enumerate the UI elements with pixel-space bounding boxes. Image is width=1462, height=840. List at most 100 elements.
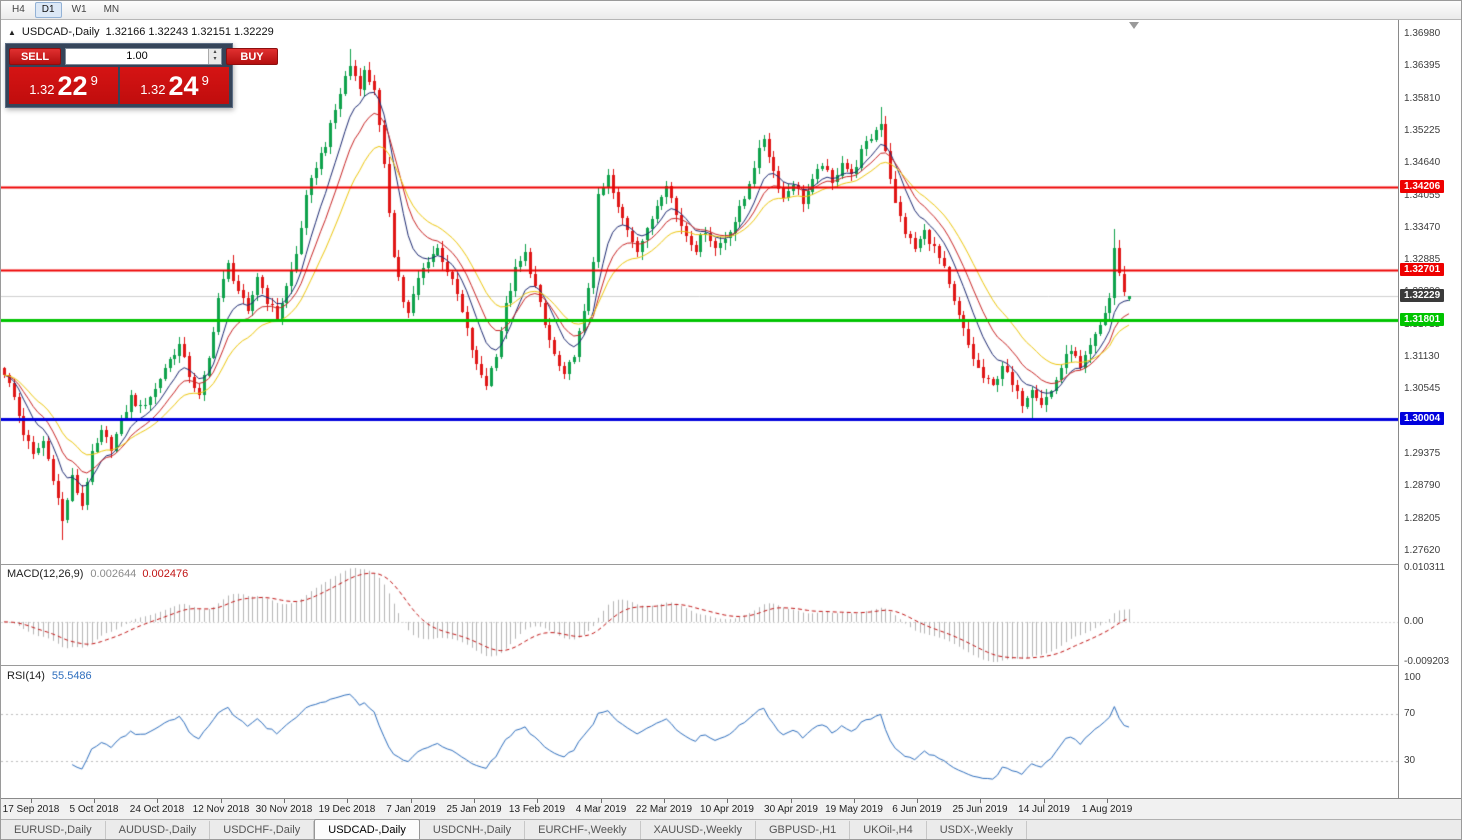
date-label: 17 Sep 2018 [2,804,60,815]
time-tick [917,799,918,803]
time-tick [980,799,981,803]
date-label: 1 Aug 2019 [1081,804,1133,815]
buy-price-big: 24 [168,70,199,101]
date-label: 25 Jan 2019 [446,804,502,815]
chart-tab-audusd-daily[interactable]: AUDUSD-,Daily [106,821,211,839]
sell-price-button[interactable]: 1.32 22 9 [9,67,118,104]
time-tick [284,799,285,803]
chart-tab-ukoil-h4[interactable]: UKOil-,H4 [850,821,927,839]
price-tick: 1.34055 [1404,189,1441,201]
date-label: 6 Jun 2019 [892,804,942,815]
sell-price-big: 22 [57,70,88,101]
price-tick: 1.30545 [1404,383,1441,395]
macd-main-value: 0.002644 [90,568,137,580]
price-axis[interactable]: 1.36980 1.36395 1.35810 1.35225 1.34640 1.340… [1398,20,1461,798]
time-axis[interactable]: 17 Sep 2018 5 Oct 2018 24 Oct 2018 12 Nov 2… [1,798,1461,819]
time-tick [664,799,665,803]
rsi-panel-divider[interactable] [1,665,1461,666]
symbol-ohlc-line: ▲ USDCAD-,Daily 1.32166 1.32243 1.32151 … [8,26,274,38]
rsi-axis-value: 30 [1404,754,1416,766]
symbol-title: USDCAD-,Daily [21,26,100,38]
oneclick-collapse-icon[interactable]: ▲ [8,27,16,37]
level-price-badge: 1.32701 [1400,263,1445,277]
chart-tab-usdcad-daily[interactable]: USDCAD-,Daily [314,819,420,839]
time-tick [791,799,792,803]
price-tick: 1.33470 [1404,221,1441,233]
chart-tab-bar: EURUSD-,Daily AUDUSD-,Daily USDCHF-,Daily U… [1,819,1461,839]
level-price-badge: 1.31801 [1400,312,1445,326]
timeframe-toolbar: H4 D1 W1 MN [1,1,1461,20]
sell-price-sup: 9 [90,72,98,88]
date-label: 30 Apr 2019 [764,804,818,815]
rsi-axis-value: 100 [1404,672,1421,683]
chart-tab-xauusd-weekly[interactable]: XAUUSD-,Weekly [641,821,756,839]
chart-tab-usdcnh-daily[interactable]: USDCNH-,Daily [420,821,526,839]
rsi-name: RSI(14) [7,670,45,682]
volume-input[interactable] [66,48,208,64]
buy-price-sup: 9 [201,72,209,88]
volume-down-icon[interactable]: ▾ [209,56,221,64]
trade-panel-header: SELL ▴ ▾ BUY [6,44,278,67]
time-tick [1044,799,1045,803]
date-label: 22 Mar 2019 [635,804,693,815]
date-label: 13 Feb 2019 [508,804,566,815]
price-tick: 1.36395 [1404,60,1441,72]
date-label: 12 Nov 2018 [192,804,250,815]
chart-tab-usdx-weekly[interactable]: USDX-,Weekly [927,821,1027,839]
time-tick [94,799,95,803]
time-tick [537,799,538,803]
timeframe-button-w1[interactable]: W1 [71,4,87,15]
chart-tab-eurchf-weekly[interactable]: EURCHF-,Weekly [525,821,641,839]
chart-shift-marker[interactable] [1129,22,1139,29]
chart-tab-eurusd-daily[interactable]: EURUSD-,Daily [1,821,106,839]
chart-tab-usdchf-daily[interactable]: USDCHF-,Daily [210,821,315,839]
chart-tab-gbpusd-h1[interactable]: GBPUSD-,H1 [756,821,851,839]
price-tick: 1.34640 [1404,157,1441,169]
buy-button[interactable]: BUY [226,47,278,65]
time-tick [854,799,855,803]
price-tick: 1.28205 [1404,512,1441,524]
price-tick: 1.29375 [1404,447,1441,459]
price-tick: 1.27620 [1404,544,1441,556]
macd-axis-value: 0.00 [1404,615,1424,627]
time-tick [727,799,728,803]
time-tick [221,799,222,803]
date-label: 7 Jan 2019 [386,804,436,815]
price-tick: 1.36980 [1404,28,1441,39]
macd-axis-value: -0.009203 [1404,656,1450,667]
symbol-ohlc-values: 1.32166 1.32243 1.32151 1.32229 [105,26,274,38]
buy-price-prefix: 1.32 [140,81,166,97]
date-label: 24 Oct 2018 [129,804,185,815]
time-tick [411,799,412,803]
macd-name: MACD(12,26,9) [7,568,84,580]
time-tick [347,799,348,803]
price-tick: 1.31130 [1404,351,1440,363]
timeframe-button-h4[interactable]: H4 [12,4,25,15]
date-label: 19 May 2019 [825,804,883,815]
sell-button[interactable]: SELL [9,47,61,65]
price-tick: 1.28790 [1404,480,1441,492]
timeframe-button-d1[interactable]: D1 [34,2,62,18]
time-tick [157,799,158,803]
level-price-badge: 1.34206 [1400,180,1445,194]
price-tick: 1.35810 [1404,92,1441,104]
time-tick [31,799,32,803]
date-label: 14 Jul 2019 [1018,804,1070,815]
rsi-axis-value: 70 [1404,707,1416,719]
macd-signal-value: 0.002476 [142,568,189,580]
sell-price-prefix: 1.32 [29,81,55,97]
price-tick: 1.35225 [1404,124,1441,136]
buy-price-button[interactable]: 1.32 24 9 [120,67,229,104]
macd-label: MACD(12,26,9) 0.002644 0.002476 [7,568,188,580]
rsi-label: RSI(14) 55.5486 [7,670,92,682]
volume-spinner: ▴ ▾ [208,48,221,64]
timeframe-button-mn[interactable]: MN [103,4,120,15]
rsi-value: 55.5486 [51,670,92,682]
date-label: 19 Dec 2018 [318,804,376,815]
volume-up-icon[interactable]: ▴ [209,48,221,56]
level-price-badge: 1.30004 [1400,412,1445,426]
macd-panel-divider[interactable] [1,564,1461,565]
volume-control: ▴ ▾ [65,47,222,65]
